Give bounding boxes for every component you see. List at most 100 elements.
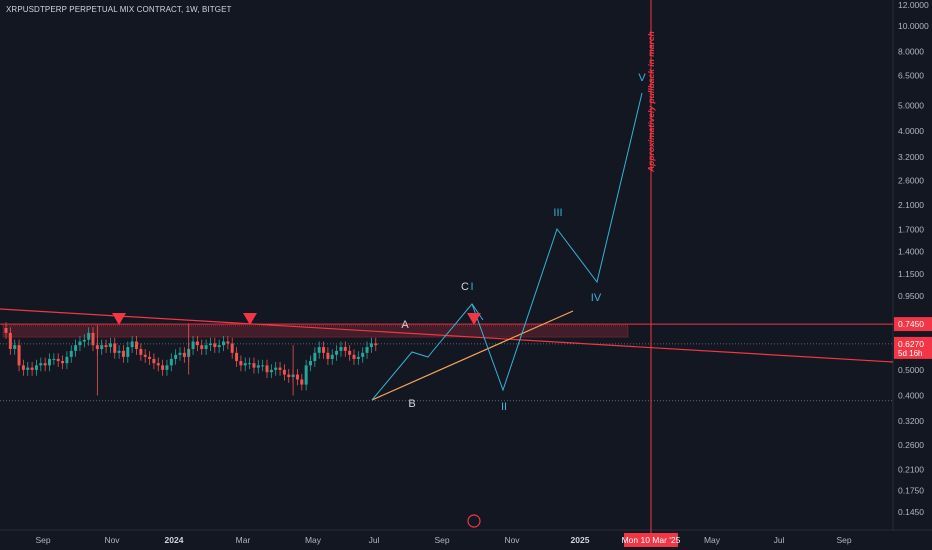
candle-body [91,332,95,346]
candle-body [256,365,260,368]
candle-body [282,369,286,375]
candle-body [274,367,278,370]
x-tick-label: Nov [504,535,520,545]
candle-body [82,339,86,342]
candle-body [69,350,73,357]
candle-body [13,345,17,349]
y-tick-label: 0.1750 [898,485,924,495]
replay-icon [467,514,481,528]
price-box-resistance [894,317,932,332]
descending-trendline [0,308,894,363]
sell-triangle-marker [243,313,257,325]
candle-body [21,365,25,370]
x-tick-label: Jul [774,535,785,545]
x-tick-label: 2025 [571,535,590,545]
candle-body [300,379,304,385]
y-tick-label: 0.3200 [898,416,924,426]
candle-body [217,345,221,348]
y-tick-label: 5.0000 [898,101,924,111]
candle-body [48,358,51,366]
y-tick-label: 0.1450 [898,507,924,517]
wave-label-ii: II [501,401,507,413]
candle-body [287,374,291,377]
x-tick-label: Mar [236,535,251,545]
candle-body [222,341,225,346]
x-tick-label: May [305,535,322,545]
candle-body [191,341,195,349]
candle-body [56,358,60,362]
candle-body [34,365,38,370]
grid-layer [0,0,932,531]
candle-body [104,345,108,348]
candle-body [369,343,373,348]
candle-body [182,352,186,357]
candle-body [326,352,330,359]
candle-body [339,347,343,351]
x-tick-label: Sep [434,535,449,545]
candle-body [78,341,82,346]
price-box-countdown: 5d 16h [898,349,922,358]
x-tick-label: Sep [35,535,50,545]
x-tick-highlight-box [624,533,678,547]
candle-body [139,348,143,355]
y-tick-label: 0.4000 [898,390,924,400]
candle-body [43,363,47,366]
candle-body [278,367,282,370]
x-tick-label: 2024 [165,535,184,545]
y-tick-label: 1.1500 [898,269,924,279]
candle-body [365,347,369,353]
candle-body [100,345,104,349]
y-tick-label: 3.2000 [898,152,924,162]
y-tick-label: 4.0000 [898,126,924,136]
y-tick-label: 2.1000 [898,200,924,210]
sell-triangle-marker [112,313,126,325]
candle-body [4,328,8,333]
candle-body [52,358,56,360]
candle-body [74,345,78,351]
candle-body [304,365,308,385]
candle-body [65,356,69,364]
abc-label-a: A [401,319,409,331]
y-tick-label: 0.5000 [898,365,924,375]
candle-body [374,343,378,346]
candle-body [39,363,43,366]
candle-body [143,354,147,357]
candle-body [309,361,312,366]
elliott-projection-path [471,92,643,392]
candle-body [30,367,34,370]
price-box-resistance-text: 0.7450 [898,319,924,329]
candle-body [208,343,212,346]
y-tick-label: 2.6000 [898,176,924,186]
candle-body [130,341,134,348]
candle-body [61,361,65,364]
abc-label-b: B [408,398,415,410]
candle-body [121,350,125,357]
candle-body [174,354,178,359]
candle-body [87,332,91,340]
y-tick-label: 0.2600 [898,440,924,450]
candle-body [252,363,256,368]
annotation-marks: Approximatively pullback in marchIIIIIII… [112,31,656,528]
candle-body [126,347,130,357]
candle-body [335,350,339,355]
abc-wave-path [371,303,484,401]
candle-body [169,358,173,366]
candle-body [8,332,12,349]
candle-body [135,341,138,349]
y-tick-label: 0.9500 [898,291,924,301]
candle-body [261,365,265,367]
candle-body [317,347,321,353]
candle-body [330,354,334,359]
wave-label-i: I [470,281,473,293]
candle-body [195,341,199,346]
y-tick-label: 0.2100 [898,464,924,474]
candle-body [248,363,252,365]
candle-body [165,365,169,370]
candle-body [313,352,317,362]
y-tick-label: 1.4000 [898,247,924,257]
x-tick-label: Sep [836,535,851,545]
sell-triangle-marker [467,313,481,325]
x-axis: Sep Nov 2024 Mar May Jul Sep Nov 2025 Mon 10 Mar … [35,533,852,547]
candle-body [226,341,230,344]
